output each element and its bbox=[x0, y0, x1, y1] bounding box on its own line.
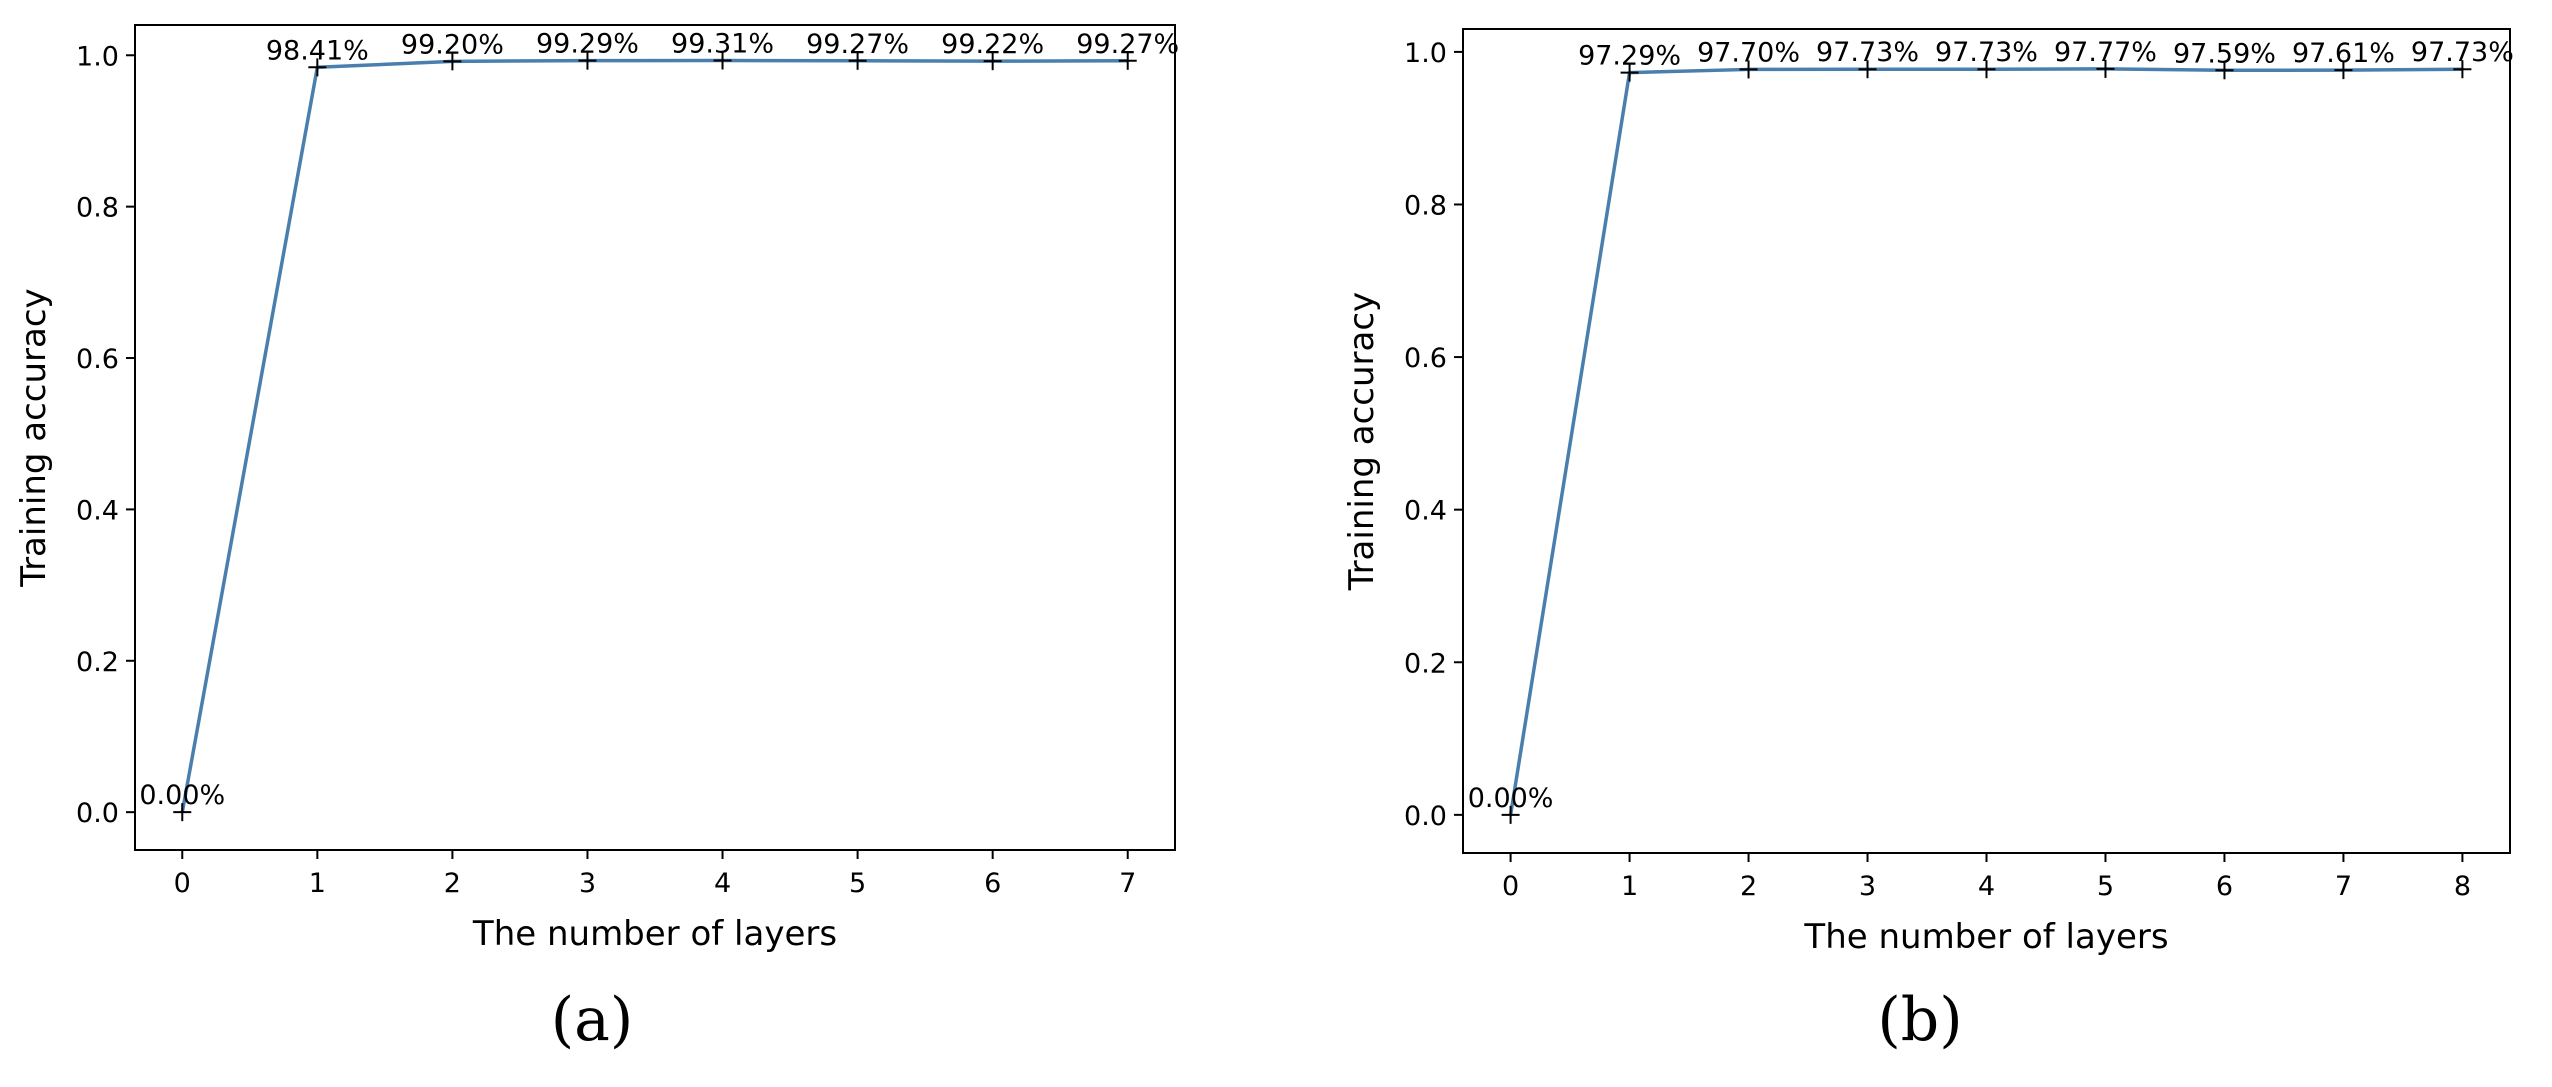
x-tick-label: 8 bbox=[2454, 871, 2471, 902]
data-point-marker bbox=[308, 58, 327, 77]
data-point-marker bbox=[1118, 51, 1137, 70]
plot-frame bbox=[1462, 28, 2511, 854]
y-axis-label: Training accuracy bbox=[1342, 292, 1382, 591]
data-label: 0.00% bbox=[139, 780, 225, 811]
data-point-marker bbox=[1620, 63, 1639, 82]
data-label: 99.31% bbox=[671, 28, 774, 59]
data-point-marker bbox=[2334, 61, 2353, 80]
x-tick-label: 4 bbox=[714, 868, 731, 899]
x-tick-label: 5 bbox=[849, 868, 866, 899]
chart-panel-a: 0 1 2 3 4 5 6 7 0.0 0.2 0.4 0.6 0.8 1.0 The number of … bbox=[14, 24, 1179, 1055]
x-tick-label: 2 bbox=[444, 868, 461, 899]
x-tick-label: 7 bbox=[1119, 868, 1136, 899]
data-label: 97.77% bbox=[2054, 37, 2157, 68]
x-axis-label: The number of layers bbox=[1803, 917, 2168, 957]
chart-panel-b: 0 1 2 3 4 5 6 7 8 0.0 0.2 0.4 0.6 0.8 1.0 The number of… bbox=[1342, 28, 2514, 1055]
series-line bbox=[180, 58, 1128, 813]
data-label: 97.29% bbox=[1578, 41, 1681, 72]
x-tick-label: 5 bbox=[2097, 871, 2114, 902]
y-tick-label: 0.8 bbox=[76, 193, 119, 224]
y-tick-label: 0.2 bbox=[1404, 648, 1447, 679]
plot-frame bbox=[134, 24, 1176, 851]
data-point-marker bbox=[2215, 61, 2234, 80]
data-label: 97.73% bbox=[1816, 37, 1919, 68]
y-tick-label: 0.6 bbox=[76, 344, 119, 375]
y-axis-label: Training accuracy bbox=[14, 288, 54, 587]
data-label: 99.29% bbox=[536, 29, 639, 60]
y-tick-label: 0.0 bbox=[76, 798, 119, 829]
data-label: 99.22% bbox=[941, 29, 1044, 60]
y-tick-label: 0.8 bbox=[1404, 190, 1447, 221]
data-point-marker bbox=[173, 803, 192, 822]
x-tick-label: 6 bbox=[984, 868, 1001, 899]
data-label: 97.73% bbox=[2411, 37, 2514, 68]
x-tick-label: 3 bbox=[579, 868, 596, 899]
x-axis-label: The number of layers bbox=[472, 914, 837, 954]
data-point-marker bbox=[2453, 60, 2472, 79]
y-tick-label: 0.2 bbox=[76, 647, 119, 678]
x-tick-label: 0 bbox=[174, 868, 191, 899]
x-tick-label: 3 bbox=[1859, 871, 1876, 902]
data-point-marker bbox=[1977, 60, 1996, 79]
x-tick-label: 7 bbox=[2335, 871, 2352, 902]
x-tick-label: 1 bbox=[309, 868, 326, 899]
data-point-marker bbox=[983, 52, 1002, 71]
data-point-marker bbox=[578, 51, 597, 70]
data-label: 97.73% bbox=[1935, 37, 2038, 68]
data-point-marker bbox=[1501, 805, 1520, 824]
data-label: 99.27% bbox=[806, 29, 909, 60]
data-point-marker bbox=[443, 52, 462, 71]
data-label: 97.61% bbox=[2292, 38, 2395, 69]
data-point-marker bbox=[1858, 60, 1877, 79]
series-line bbox=[1508, 67, 2463, 816]
data-point-marker bbox=[1739, 60, 1758, 79]
data-label: 0.00% bbox=[1468, 783, 1554, 814]
y-tick-label: 1.0 bbox=[1404, 38, 1447, 69]
panel-caption: (a) bbox=[551, 985, 634, 1055]
data-point-marker bbox=[713, 51, 732, 70]
data-label: 97.70% bbox=[1697, 37, 1800, 68]
data-label: 98.41% bbox=[266, 35, 369, 66]
panel-caption: (b) bbox=[1877, 985, 1962, 1055]
y-tick-label: 1.0 bbox=[76, 41, 119, 72]
x-tick-label: 6 bbox=[2216, 871, 2233, 902]
data-point-marker bbox=[2096, 59, 2115, 78]
data-label: 99.20% bbox=[401, 29, 504, 60]
x-tick-label: 2 bbox=[1740, 871, 1757, 902]
y-tick-label: 0.4 bbox=[1404, 496, 1447, 527]
data-label: 99.27% bbox=[1076, 29, 1179, 60]
y-tick-label: 0.4 bbox=[76, 495, 119, 526]
data-label: 97.59% bbox=[2173, 38, 2276, 69]
y-tick-label: 0.0 bbox=[1404, 801, 1447, 832]
x-tick-label: 0 bbox=[1502, 871, 1519, 902]
x-tick-label: 1 bbox=[1621, 871, 1638, 902]
x-tick-label: 4 bbox=[1978, 871, 1995, 902]
y-tick-label: 0.6 bbox=[1404, 343, 1447, 374]
data-point-marker bbox=[848, 51, 867, 70]
